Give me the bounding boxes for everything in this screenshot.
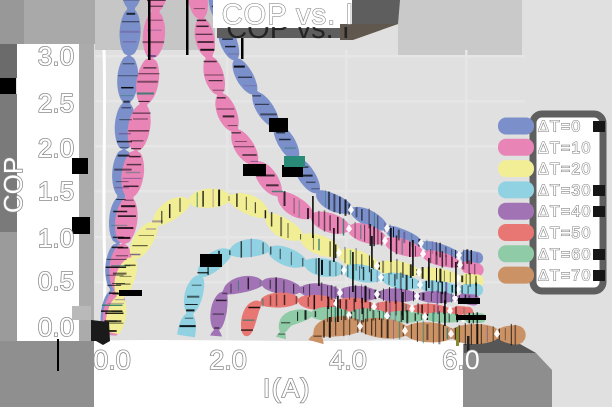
svg-text:I(A): I(A) <box>263 373 311 403</box>
svg-text:2.0: 2.0 <box>38 133 74 163</box>
svg-text:0.0: 0.0 <box>38 312 74 342</box>
svg-text:ΔT=50: ΔT=50 <box>538 225 592 242</box>
svg-text:ΔT=40: ΔT=40 <box>538 204 592 221</box>
svg-text:0.5: 0.5 <box>38 266 74 296</box>
svg-text:1.5: 1.5 <box>38 176 74 206</box>
svg-text:ΔT=30: ΔT=30 <box>538 182 592 199</box>
svg-text:ΔT=10: ΔT=10 <box>538 140 592 157</box>
svg-text:6.0: 6.0 <box>442 345 480 375</box>
svg-text:2.0: 2.0 <box>209 345 247 375</box>
svg-text:COP: COP <box>0 157 28 213</box>
svg-text:3.0: 3.0 <box>38 41 74 71</box>
svg-text:2.5: 2.5 <box>38 88 74 118</box>
svg-text:ΔT=0: ΔT=0 <box>538 119 582 136</box>
svg-text:0.0: 0.0 <box>93 345 131 375</box>
svg-text:ΔT=20: ΔT=20 <box>538 161 592 178</box>
svg-text:4.0: 4.0 <box>329 345 367 375</box>
svg-text:COP vs. I: COP vs. I <box>226 13 350 45</box>
svg-text:1.0: 1.0 <box>38 223 74 253</box>
svg-text:ΔT=70: ΔT=70 <box>538 268 592 285</box>
svg-text:COP vs. I: COP vs. I <box>222 0 355 31</box>
svg-text:ΔT=60: ΔT=60 <box>538 246 592 263</box>
